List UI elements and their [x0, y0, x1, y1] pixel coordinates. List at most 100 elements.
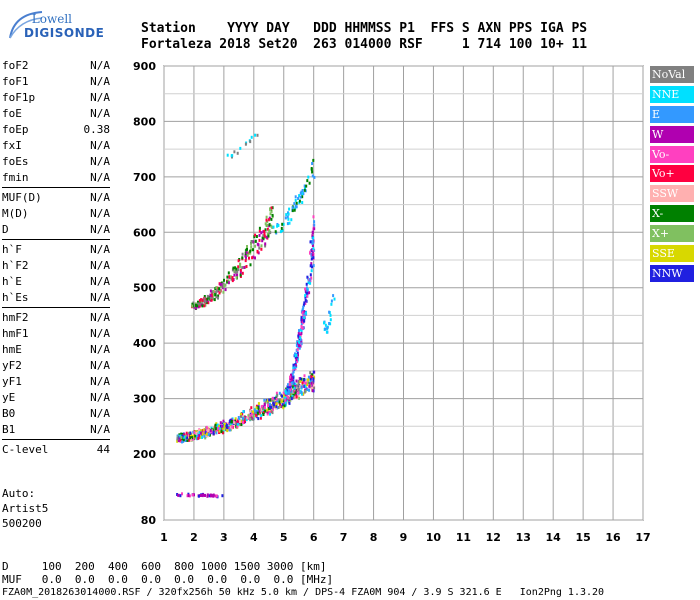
echo-point — [187, 431, 190, 435]
echo-point — [289, 398, 292, 402]
echo-point — [312, 383, 315, 387]
echo-point — [286, 385, 289, 389]
echo-point — [312, 370, 315, 374]
echo-point — [203, 297, 206, 301]
echo-point — [266, 224, 269, 227]
echo-point — [227, 281, 230, 285]
echo-point — [230, 277, 233, 281]
param-value: N/A — [90, 291, 110, 304]
echo-point — [194, 434, 197, 438]
echo-point — [230, 154, 233, 158]
echo-point — [251, 240, 254, 244]
echo-point — [263, 232, 266, 236]
echo-point — [268, 398, 271, 402]
echo-point — [284, 216, 287, 220]
param-row: fmin N/A — [2, 170, 110, 186]
param-label: yF2 — [2, 359, 22, 372]
param-label: h`E — [2, 275, 22, 288]
echo-point — [260, 414, 263, 418]
param-row: yF1 N/A — [2, 374, 110, 390]
echo-point — [291, 383, 294, 387]
echo-point — [312, 379, 315, 383]
echo-point — [301, 318, 304, 322]
echo-point — [294, 395, 297, 399]
x-tick-label: 8 — [370, 531, 378, 544]
echo-point — [313, 227, 316, 231]
echo-point — [307, 175, 310, 179]
x-tick-label: 7 — [340, 531, 348, 544]
echo-point — [209, 428, 212, 432]
echo-point — [302, 314, 305, 318]
echo-point — [229, 418, 232, 422]
echo-point — [258, 226, 261, 230]
echo-point — [181, 434, 184, 438]
echo-point — [177, 439, 180, 443]
legend-item-nne: NNE — [650, 85, 694, 103]
echo-point — [222, 290, 225, 294]
echo-point — [299, 338, 302, 342]
echo-point — [248, 256, 250, 260]
y-tick-labels: 80 200 300 400 500 600 700 800 900 — [133, 60, 156, 527]
echo-point — [225, 428, 227, 432]
echo-point — [284, 398, 287, 402]
echo-point — [194, 436, 197, 440]
echo-point — [266, 399, 269, 403]
param-row: foE N/A — [2, 106, 110, 122]
echo-point — [313, 375, 316, 379]
echo-point — [310, 252, 313, 256]
echo-point — [303, 374, 306, 378]
echo-point — [313, 386, 316, 390]
echo-point — [299, 377, 302, 381]
echo-point — [304, 295, 307, 299]
echo-point — [333, 297, 336, 301]
echo-point — [281, 397, 284, 401]
param-row: hmF2 N/A — [2, 310, 110, 326]
echo-point — [297, 332, 300, 335]
echo-point — [246, 245, 248, 248]
x-tick-label: 16 — [605, 531, 621, 544]
echo-point — [290, 393, 293, 397]
echo-point — [330, 299, 333, 303]
echo-point — [308, 181, 311, 185]
echo-point — [188, 438, 191, 442]
echo-point — [290, 397, 293, 401]
echo-point — [184, 439, 187, 442]
echo-point — [270, 206, 273, 210]
legend-item-e: E — [650, 105, 694, 123]
param-row: C-level 44 — [2, 442, 110, 458]
echo-point — [257, 402, 260, 406]
param-value: N/A — [90, 343, 110, 356]
echo-point — [280, 405, 283, 409]
echo-point — [186, 438, 189, 442]
echo-point — [226, 275, 229, 279]
echo-point — [291, 372, 294, 376]
param-row: h`F N/A — [2, 242, 110, 258]
echo-point — [250, 135, 253, 139]
echo-point — [222, 419, 225, 423]
echo-point — [299, 336, 301, 339]
param-label: yE — [2, 391, 16, 404]
legend-item-sse: SSE — [650, 245, 694, 263]
echo-point — [176, 439, 179, 443]
echo-point — [298, 201, 301, 205]
param-row: foF2 N/A — [2, 58, 110, 74]
echo-point — [237, 416, 240, 419]
echo-point — [300, 316, 303, 320]
echo-point — [280, 399, 283, 403]
echo-point — [205, 301, 208, 305]
echo-point — [301, 381, 304, 385]
echo-point — [181, 492, 183, 496]
echo-point — [268, 407, 271, 411]
echo-point — [277, 224, 280, 227]
x-tick-label: 15 — [575, 531, 590, 544]
echo-point — [299, 379, 302, 383]
echo-point — [256, 250, 259, 254]
echo-point — [307, 375, 310, 379]
echo-point — [201, 432, 204, 436]
echo-point — [290, 218, 293, 222]
echo-point — [203, 304, 206, 308]
echo-point — [312, 264, 315, 268]
echo-point — [266, 235, 268, 239]
x-tick-label: 2 — [190, 531, 198, 544]
echo-point — [303, 316, 306, 320]
